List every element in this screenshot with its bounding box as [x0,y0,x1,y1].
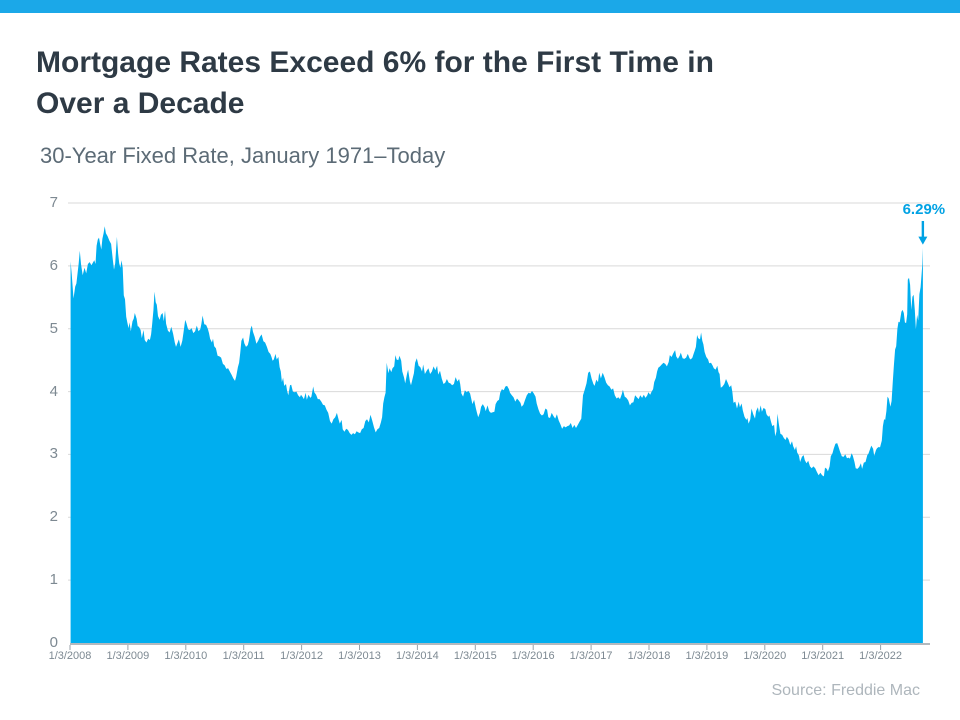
x-tick-label-2011: 1/3/2011 [222,650,265,662]
page-title: Mortgage Rates Exceed 6% for the First T… [36,46,714,121]
x-tick-label-2016: 1/3/2016 [511,650,555,662]
x-tick-label-2012: 1/3/2012 [280,650,323,662]
rate-area-series [70,226,923,644]
x-tick-label-2017: 1/3/2017 [569,650,613,662]
y-tick-label-0: 0 [49,634,58,651]
annotation-arrow-head-icon [918,236,928,245]
x-tick-label-2019: 1/3/2019 [685,650,729,662]
y-tick-label-5: 5 [49,319,58,337]
x-tick-label-2010: 1/3/2010 [164,650,208,662]
x-tick-label-2009: 1/3/2009 [106,650,150,662]
y-tick-label-3: 3 [49,445,58,463]
chart-subtitle: 30-Year Fixed Rate, January 1971–Today [40,143,446,168]
y-tick-label-1: 1 [49,571,58,589]
source-credit: Source: Freddie Mac [771,682,920,699]
x-tick-label-2022: 1/3/2022 [859,650,902,662]
x-tick-label-2021: 1/3/2021 [801,650,845,662]
x-tick-label-2013: 1/3/2013 [338,650,381,662]
x-tick-label-2015: 1/3/2015 [453,650,497,662]
x-tick-label-2008: 1/3/2008 [48,650,92,662]
top-accent-bar [0,0,960,13]
latest-rate-annotation: 6.29% [902,201,946,218]
x-tick-label-2018: 1/3/2018 [627,650,671,662]
y-tick-label-4: 4 [49,382,58,400]
x-tick-label-2014: 1/3/2014 [395,650,439,662]
y-tick-label-7: 7 [49,194,58,211]
x-tick-label-2020: 1/3/2020 [743,650,787,662]
y-tick-label-2: 2 [49,508,58,526]
y-tick-label-6: 6 [49,256,58,274]
